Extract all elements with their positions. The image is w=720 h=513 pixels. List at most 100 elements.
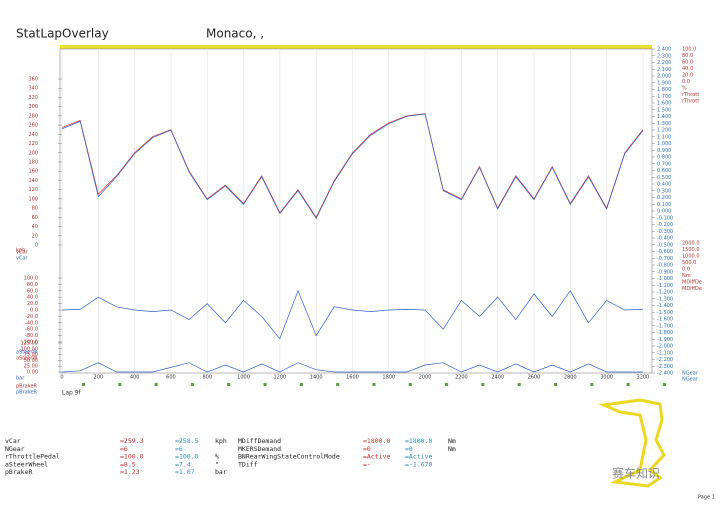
nm-axis-label: 500.0 xyxy=(682,260,696,266)
y2-tick-label: 1.700 xyxy=(657,94,671,100)
y-tick-label: 200 xyxy=(28,150,38,156)
y2-tick-label: -2.000 xyxy=(657,344,673,350)
gear-axis-label: NGear xyxy=(682,377,699,383)
marker xyxy=(554,383,557,386)
x-tick-label: 2600 xyxy=(528,375,541,381)
x-tick-label: 1600 xyxy=(346,375,359,381)
x-tick-label: 3200 xyxy=(637,375,650,381)
y-tick-label: -60.0 xyxy=(25,327,38,333)
y-tick-label: 180 xyxy=(28,160,38,166)
y2-tick-label: -0.800 xyxy=(657,263,673,269)
readout-cell: NGear xyxy=(5,445,25,453)
throttle-axis-label: 100.0 xyxy=(682,47,696,53)
y-tick-label: 300 xyxy=(28,104,38,110)
legend-label: vCar xyxy=(16,256,29,262)
y2-tick-label: 0.200 xyxy=(657,195,671,201)
nm-axis-label: 1000.0 xyxy=(682,254,700,260)
y2-tick-label: 0.000 xyxy=(657,209,671,215)
y2-tick-label: -2.200 xyxy=(657,357,673,363)
readout-cell: Nm xyxy=(448,437,456,445)
y2-tick-label: 0.500 xyxy=(657,175,671,181)
legend-label: pBrakeR xyxy=(16,384,38,390)
y-tick-label: 340 xyxy=(28,86,38,92)
y2-tick-label: -2.300 xyxy=(657,364,673,370)
y-tick-label: 220 xyxy=(28,141,38,147)
y2-tick-label: -1.200 xyxy=(657,290,673,296)
y2-tick-label: -0.300 xyxy=(657,229,673,235)
y-tick-label: 0.0 xyxy=(30,308,38,314)
readout-cell: pBrakeR xyxy=(5,468,32,476)
legend-label: pBrakeR xyxy=(16,390,38,396)
y2-tick-label: 1.000 xyxy=(657,141,671,147)
y-tick-label: 80.0 xyxy=(27,282,38,288)
readout-cell: =6 xyxy=(175,445,183,453)
y2-tick-label: -1.500 xyxy=(657,310,673,316)
marker xyxy=(227,383,231,386)
y2-tick-label: -0.200 xyxy=(657,222,673,228)
y2-tick-label: -0.900 xyxy=(657,269,673,275)
y-tick-label: 125.00 xyxy=(21,341,39,347)
y2-tick-label: 1.500 xyxy=(657,107,671,113)
track-map xyxy=(598,398,666,488)
y2-tick-label: -1.100 xyxy=(657,283,673,289)
marker xyxy=(190,383,194,386)
readout-cell: rThrottlePedal xyxy=(5,453,60,461)
y2-tick-label: 1.200 xyxy=(657,128,671,134)
marker xyxy=(408,383,412,386)
trace xyxy=(61,289,643,340)
y-tick-label: 360 xyxy=(28,77,38,83)
readout-cell: TDiff xyxy=(238,460,258,468)
y-tick-label: 260 xyxy=(28,123,38,129)
readout-cell: Nm xyxy=(448,445,456,453)
y-tick-label: -20.0 xyxy=(25,314,38,320)
readout-cell: =100.0 xyxy=(175,453,199,461)
y-tick-label: 320 xyxy=(28,95,38,101)
y2-tick-label: -1.000 xyxy=(657,276,673,282)
y2-tick-label: 2.400 xyxy=(657,47,671,53)
y-tick-label: 40 xyxy=(32,224,38,230)
trace xyxy=(61,113,644,219)
marker xyxy=(118,383,122,386)
legend-label: vCar xyxy=(16,250,29,256)
y2-tick-label: 0.300 xyxy=(657,188,671,194)
venue: Monaco, , xyxy=(206,27,264,41)
y-tick-label: 100.0 xyxy=(24,276,38,282)
marker xyxy=(445,383,449,386)
y2-tick-label: 1.400 xyxy=(657,114,671,120)
y2-tick-label: 2.000 xyxy=(657,74,671,80)
y2-tick-label: 2.200 xyxy=(657,60,671,66)
y2-tick-label: -1.300 xyxy=(657,296,673,302)
y-tick-label: 20 xyxy=(32,233,38,239)
marker xyxy=(154,383,158,386)
x-tick-label: 3000 xyxy=(600,375,613,381)
y-tick-label: -80.0 xyxy=(25,333,38,339)
marker xyxy=(626,383,630,386)
readout-cell: aSteerWheel xyxy=(5,460,48,468)
x-tick-label: 1000 xyxy=(237,375,250,381)
y-tick-label: 280 xyxy=(28,113,38,119)
y-tick-label: 40.0 xyxy=(27,295,38,301)
y2-tick-label: -0.100 xyxy=(657,215,673,221)
page-number: Page 1 xyxy=(698,495,715,501)
readout-cell: =8.5 xyxy=(120,460,136,468)
nm-axis-label: Nm xyxy=(682,273,691,279)
x-tick-label: 1200 xyxy=(273,375,286,381)
x-tick-label: 800 xyxy=(202,375,212,381)
readout-cell: kph xyxy=(215,437,227,445)
y-tick-label: 160 xyxy=(28,169,38,175)
y-tick-label: 100 xyxy=(28,196,38,202)
y-tick-label: 60 xyxy=(32,215,38,221)
marker xyxy=(372,383,376,386)
y-tick-label: 20.0 xyxy=(27,301,38,307)
throttle-axis-label: 60.0 xyxy=(682,60,693,66)
x-tick-label: 600 xyxy=(166,375,176,381)
y-tick-label: 140 xyxy=(28,178,38,184)
y-tick-label: 120 xyxy=(28,187,38,193)
y-tick-label: 60.0 xyxy=(27,288,38,294)
y2-tick-label: 1.300 xyxy=(657,121,671,127)
legend-label: bar xyxy=(16,376,25,382)
x-tick-label: 400 xyxy=(130,375,140,381)
throttle-axis-label: % xyxy=(682,86,687,92)
y2-tick-label: 0.700 xyxy=(657,161,671,167)
y2-tick-label: -2.100 xyxy=(657,350,673,356)
